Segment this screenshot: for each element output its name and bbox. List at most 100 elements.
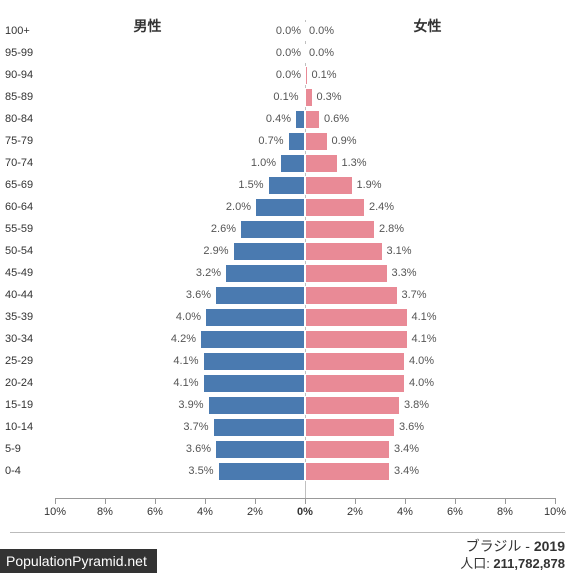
male-value: 3.2% [196, 267, 221, 279]
pyramid-row: 40-443.6%3.7% [55, 284, 555, 306]
female-bar [305, 374, 405, 393]
country-year-sep: - [521, 538, 533, 554]
pyramid-row: 20-244.1%4.0% [55, 372, 555, 394]
female-value: 4.1% [412, 311, 437, 323]
x-tick-label: 2% [347, 506, 363, 518]
male-value: 0.0% [276, 47, 301, 59]
pyramid-row: 60-642.0%2.4% [55, 196, 555, 218]
female-value: 4.1% [412, 333, 437, 345]
male-value: 3.5% [188, 465, 213, 477]
pyramid-row: 100+0.0%0.0% [55, 20, 555, 42]
pyramid-row: 50-542.9%3.1% [55, 240, 555, 262]
year-value: 2019 [534, 538, 565, 554]
age-label: 50-54 [5, 245, 50, 257]
male-value: 0.4% [266, 113, 291, 125]
female-bar [305, 286, 398, 305]
male-value: 4.1% [173, 377, 198, 389]
age-label: 5-9 [5, 443, 50, 455]
male-bar [295, 110, 305, 129]
male-bar [215, 286, 305, 305]
female-bar [305, 352, 405, 371]
female-bar [305, 198, 365, 217]
female-bar [305, 330, 408, 349]
male-value: 1.0% [251, 157, 276, 169]
x-tick [55, 498, 56, 504]
age-label: 85-89 [5, 91, 50, 103]
female-value: 0.6% [324, 113, 349, 125]
x-tick [505, 498, 506, 504]
age-label: 90-94 [5, 69, 50, 81]
male-bar [215, 440, 305, 459]
female-bar [305, 220, 375, 239]
male-value: 3.6% [186, 289, 211, 301]
population-label: 人口: [460, 556, 493, 571]
country-year: ブラジル - 2019 [460, 537, 565, 556]
x-tick-label: 8% [97, 506, 113, 518]
pyramid-row: 90-940.0%0.1% [55, 64, 555, 86]
female-value: 3.3% [392, 267, 417, 279]
male-value: 0.0% [276, 69, 301, 81]
x-tick-label: 4% [397, 506, 413, 518]
x-tick [305, 498, 306, 504]
age-label: 55-59 [5, 223, 50, 235]
country-name: ブラジル [466, 538, 522, 554]
footer: PopulationPyramid.net ブラジル - 2019 人口: 21… [0, 537, 575, 573]
male-bar [203, 352, 306, 371]
population-pyramid-container: 男性 女性 100+0.0%0.0%95-990.0%0.0%90-940.0%… [0, 0, 575, 581]
age-label: 60-64 [5, 201, 50, 213]
pyramid-row: 10-143.7%3.6% [55, 416, 555, 438]
female-bar [305, 44, 307, 63]
age-label: 75-79 [5, 135, 50, 147]
pyramid-row: 15-193.9%3.8% [55, 394, 555, 416]
female-value: 1.3% [342, 157, 367, 169]
female-bar [305, 110, 320, 129]
female-bar [305, 396, 400, 415]
male-bar [208, 396, 306, 415]
pyramid-row: 85-890.1%0.3% [55, 86, 555, 108]
male-bar [205, 308, 305, 327]
pyramid-row: 5-93.6%3.4% [55, 438, 555, 460]
female-bar [305, 154, 338, 173]
age-label: 95-99 [5, 47, 50, 59]
female-value: 3.8% [404, 399, 429, 411]
female-bar [305, 132, 328, 151]
male-bar [200, 330, 305, 349]
x-tick-label: 6% [147, 506, 163, 518]
x-tick-label: 0% [297, 506, 313, 518]
female-bar [305, 66, 308, 85]
male-value: 0.7% [258, 135, 283, 147]
male-value: 0.0% [276, 25, 301, 37]
female-bar [305, 440, 390, 459]
female-value: 2.8% [379, 223, 404, 235]
pyramid-row: 45-493.2%3.3% [55, 262, 555, 284]
age-label: 20-24 [5, 377, 50, 389]
female-value: 4.0% [409, 377, 434, 389]
x-tick [455, 498, 456, 504]
female-value: 4.0% [409, 355, 434, 367]
age-label: 100+ [5, 25, 50, 37]
age-label: 30-34 [5, 333, 50, 345]
female-value: 3.7% [402, 289, 427, 301]
male-bar [203, 374, 306, 393]
male-bar [218, 462, 306, 481]
female-bar [305, 418, 395, 437]
female-bar [305, 308, 408, 327]
population-line: 人口: 211,782,878 [460, 555, 565, 573]
female-bar [305, 242, 383, 261]
age-label: 45-49 [5, 267, 50, 279]
pyramid-row: 0-43.5%3.4% [55, 460, 555, 482]
x-tick [105, 498, 106, 504]
male-bar [268, 176, 306, 195]
age-label: 70-74 [5, 157, 50, 169]
age-label: 0-4 [5, 465, 50, 477]
female-value: 0.3% [317, 91, 342, 103]
female-value: 0.0% [309, 25, 334, 37]
pyramid-row: 80-840.4%0.6% [55, 108, 555, 130]
female-value: 3.6% [399, 421, 424, 433]
female-bar [305, 264, 388, 283]
pyramid-row: 35-394.0%4.1% [55, 306, 555, 328]
x-tick-label: 6% [447, 506, 463, 518]
age-label: 15-19 [5, 399, 50, 411]
male-bar [280, 154, 305, 173]
male-value: 2.9% [203, 245, 228, 257]
